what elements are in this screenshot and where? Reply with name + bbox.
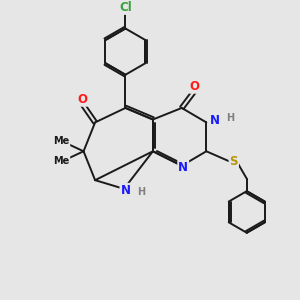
Text: N: N [210, 115, 220, 128]
Text: Me: Me [53, 136, 69, 146]
Text: S: S [230, 155, 238, 168]
Text: O: O [77, 93, 87, 106]
Text: O: O [190, 80, 200, 93]
Text: H: H [137, 187, 145, 197]
Text: N: N [178, 161, 188, 174]
Text: Me: Me [53, 156, 69, 167]
Text: H: H [226, 113, 235, 123]
Text: Cl: Cl [119, 1, 132, 14]
Text: N: N [120, 184, 130, 197]
